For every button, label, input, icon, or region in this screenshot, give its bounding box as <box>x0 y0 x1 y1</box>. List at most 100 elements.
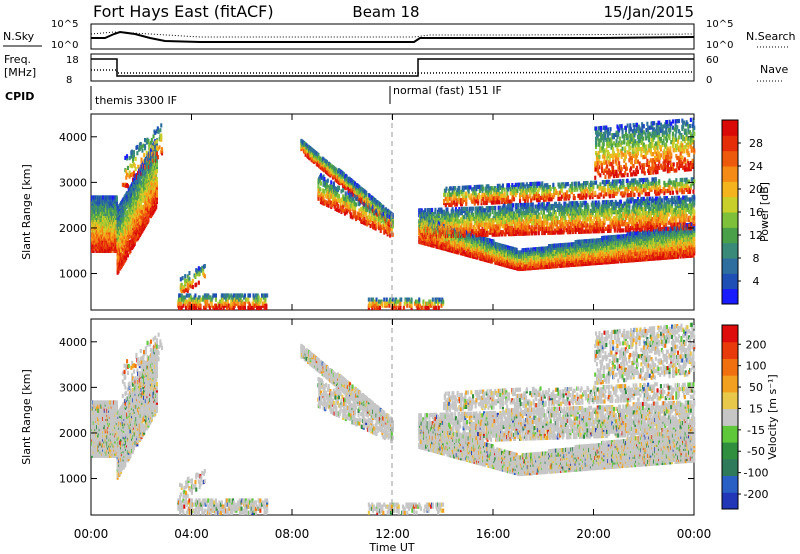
power-cell <box>321 192 324 197</box>
power-cell <box>221 297 224 302</box>
nsky-tick-bottom: 10^0 <box>51 40 78 51</box>
power-cell <box>203 264 206 269</box>
power-cell <box>337 204 340 209</box>
power-cell <box>458 185 461 191</box>
power-cell <box>367 297 370 302</box>
power-cell <box>337 194 340 199</box>
power-cell <box>482 186 485 191</box>
power-cell <box>472 206 475 211</box>
power-cell <box>372 301 375 306</box>
power-cell <box>385 297 388 302</box>
power-cell <box>150 137 153 143</box>
power-cell <box>126 248 129 253</box>
power-cell <box>232 293 235 298</box>
power-cell <box>156 155 159 160</box>
power-cell <box>466 206 469 211</box>
power-cell <box>243 301 246 306</box>
power-cell <box>431 301 434 306</box>
power-cell <box>242 301 245 306</box>
power-cell <box>381 301 384 306</box>
power-cell <box>400 297 403 302</box>
power-cell <box>132 150 135 155</box>
power-cell <box>261 293 264 298</box>
freq-trace <box>91 58 694 77</box>
power-cell <box>406 303 409 308</box>
power-cell <box>219 299 222 304</box>
nsky-label: N.Sky <box>3 30 35 43</box>
freq-panel-frame <box>90 53 695 82</box>
power-cell <box>478 193 481 198</box>
power-cell <box>124 155 127 160</box>
power-cell <box>179 293 182 298</box>
power-cell <box>184 278 187 283</box>
power-cell <box>200 268 203 273</box>
power-cell <box>132 159 135 164</box>
cpid-label: CPID <box>5 90 34 103</box>
nsearch-label: N.Search <box>746 30 796 43</box>
power-cell <box>191 278 194 283</box>
power-cell <box>214 293 217 298</box>
power-cell <box>134 156 137 161</box>
power-cell <box>491 200 494 205</box>
power-cell <box>319 181 322 186</box>
power-cell <box>203 274 206 279</box>
power-cell <box>354 210 357 215</box>
nsky-tick-top: 10^5 <box>51 19 78 30</box>
power-cell <box>244 297 247 302</box>
power-cell <box>155 193 158 198</box>
power-cell <box>331 184 334 189</box>
power-cell <box>446 207 449 212</box>
power-cell <box>188 277 191 282</box>
power-cell <box>111 240 114 245</box>
power-cell <box>155 168 158 174</box>
power-cell <box>195 282 198 287</box>
power-cell <box>183 289 186 294</box>
power-cell <box>180 305 183 310</box>
power-cell <box>117 267 120 272</box>
power-cell <box>257 295 260 300</box>
power-cell <box>120 232 123 237</box>
power-cell <box>320 196 323 201</box>
power-cell <box>184 295 187 300</box>
beam-title: Beam 18 <box>352 3 419 21</box>
power-cell <box>262 293 265 298</box>
power-cell <box>161 147 164 152</box>
power-cell <box>185 305 188 310</box>
power-cell <box>160 135 163 140</box>
power-cell <box>158 137 161 142</box>
power-cell <box>142 194 145 199</box>
power-cell <box>258 305 261 310</box>
power-cell <box>319 158 322 163</box>
power-cell <box>197 280 200 285</box>
power-cell <box>129 191 132 196</box>
power-cell <box>422 299 425 304</box>
power-cell <box>199 303 202 308</box>
power-cell <box>179 305 182 310</box>
power-cell <box>372 221 375 226</box>
power-cell <box>260 297 263 302</box>
power-cell <box>319 173 322 178</box>
power-cell <box>151 196 154 201</box>
power-cell <box>179 301 182 306</box>
power-cell <box>202 305 205 310</box>
power-cell <box>204 293 207 298</box>
power-cell <box>226 299 229 304</box>
power-cell <box>489 212 492 217</box>
power-cell <box>185 299 188 304</box>
power-cell <box>372 297 375 302</box>
power-cell <box>131 149 134 154</box>
power-cell <box>467 189 470 194</box>
power-cell <box>190 281 193 286</box>
power-cell <box>118 247 121 252</box>
power-cell <box>441 209 444 214</box>
power-cell <box>160 133 163 138</box>
power-cell <box>125 211 128 216</box>
power-cell <box>154 145 157 150</box>
power-cell <box>115 195 118 200</box>
nave-label: Nave <box>760 63 788 76</box>
power-cell <box>186 282 189 287</box>
power-cell <box>424 208 427 213</box>
power-cell <box>155 189 158 194</box>
power-cell <box>189 280 192 285</box>
power-cell <box>206 299 209 304</box>
